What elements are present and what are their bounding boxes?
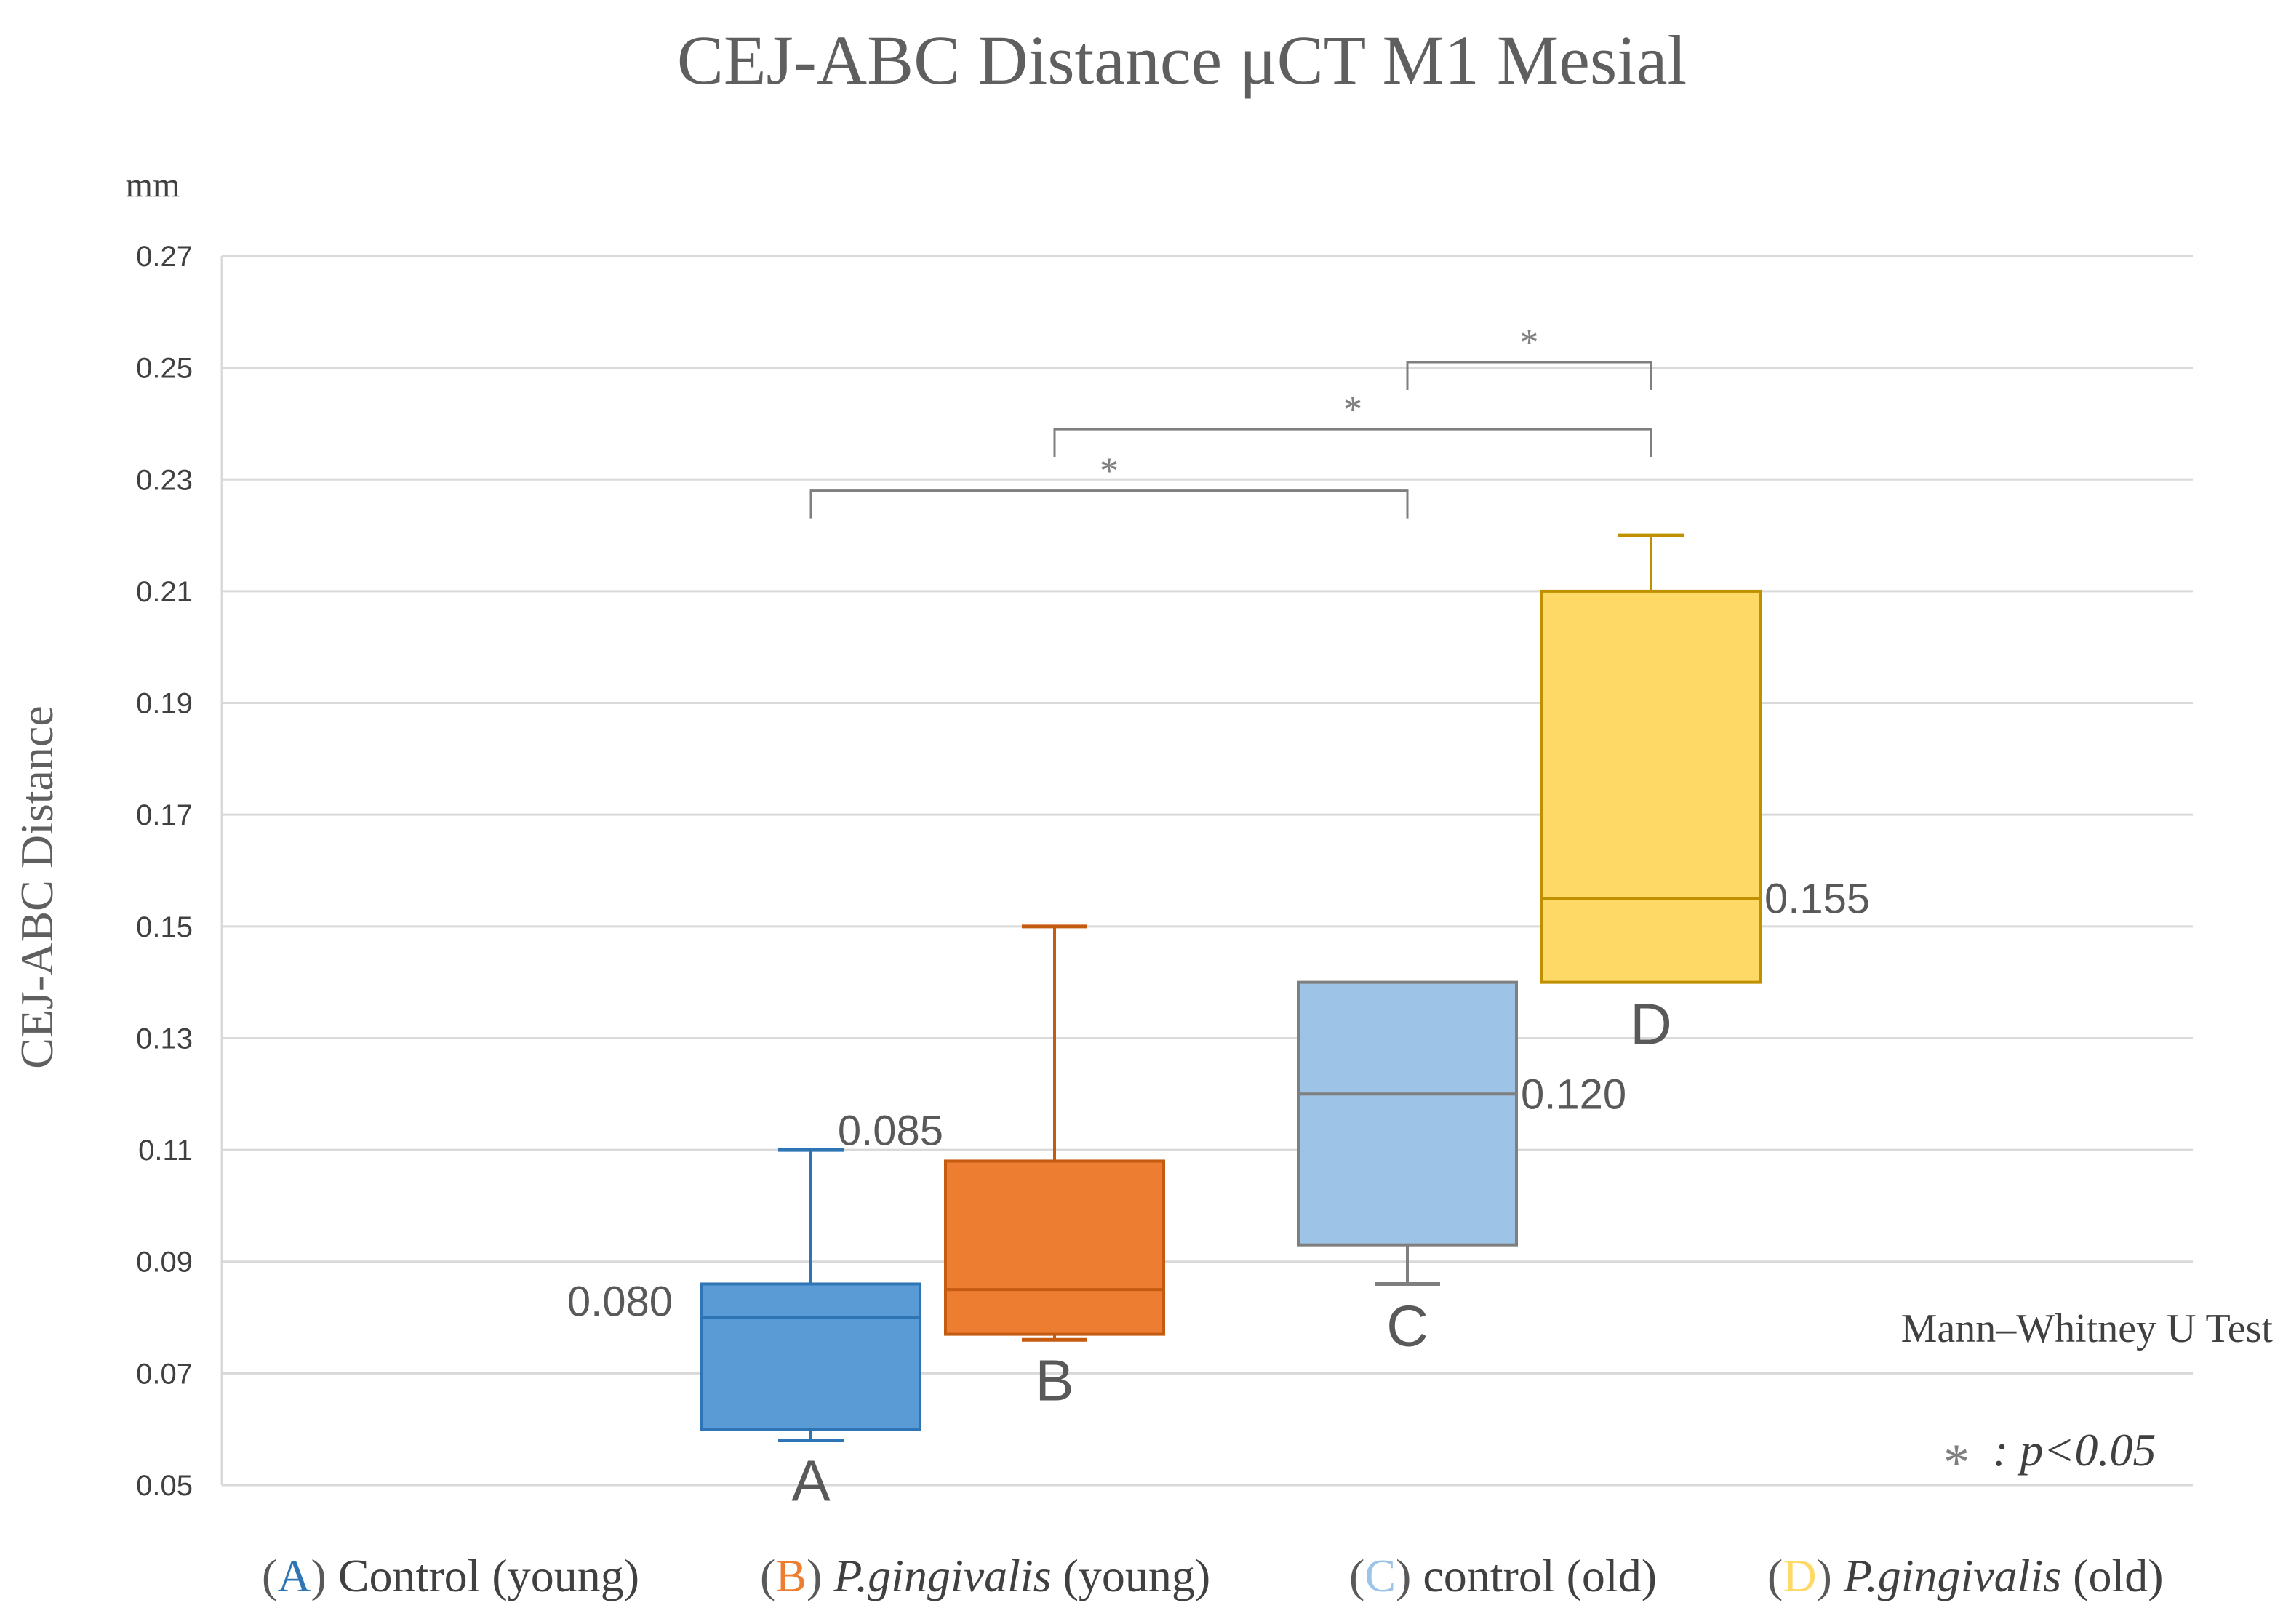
legend-item-b: (B) P.gingivalis (young) bbox=[760, 1550, 1210, 1601]
legend-letter: A bbox=[277, 1550, 311, 1601]
legend-paren-open: ( bbox=[262, 1550, 277, 1601]
box-group-b: 0.085 B bbox=[838, 924, 1165, 1412]
significance-brackets: * * * bbox=[809, 322, 1652, 519]
significance-bracket bbox=[1053, 428, 1652, 457]
gridlines bbox=[220, 255, 2193, 1487]
category-label-a: A bbox=[791, 1449, 831, 1513]
legend-item-a: (A) Control (young) bbox=[262, 1550, 639, 1601]
legend-item-d: (D) P.gingivalis (old) bbox=[1767, 1550, 2164, 1601]
p-value-note: * : p<0.05 bbox=[1943, 1424, 2156, 1492]
y-tick-label: 0.17 bbox=[136, 799, 193, 831]
chart-title: CEJ-ABC Distance μCT M1 Mesial bbox=[677, 21, 1687, 99]
y-tick-label: 0.13 bbox=[136, 1023, 193, 1055]
significance-bracket bbox=[1406, 361, 1652, 390]
y-tick-label: 0.11 bbox=[138, 1135, 193, 1167]
median-value-label: 0.155 bbox=[1764, 875, 1870, 922]
legend-text: Control (young) bbox=[327, 1550, 639, 1601]
legend-letter: C bbox=[1364, 1550, 1396, 1601]
y-tick-label: 0.21 bbox=[136, 576, 193, 608]
y-tick-label: 0.19 bbox=[136, 688, 193, 720]
iqr-box bbox=[1540, 589, 1762, 984]
box-group-c: 0.120 C bbox=[1297, 980, 1626, 1358]
p-note-star: * bbox=[1943, 1433, 1970, 1492]
legend-paren-close: ) bbox=[1396, 1550, 1411, 1601]
y-tick-label: 0.05 bbox=[136, 1470, 193, 1502]
significance-star: * bbox=[1520, 322, 1539, 364]
y-tick-label: 0.07 bbox=[136, 1358, 193, 1390]
legend-letter: B bbox=[775, 1550, 807, 1601]
legend-rest-text: (young) bbox=[1052, 1550, 1211, 1601]
category-label-b: B bbox=[1035, 1348, 1073, 1412]
test-name-label: Mann–Whitney U Test bbox=[1901, 1306, 2274, 1351]
category-label-c: C bbox=[1386, 1293, 1428, 1358]
y-axis-ticks: 0.27 0.25 0.23 0.21 0.19 0.17 0.15 0.13 0.11 0.09… bbox=[136, 241, 193, 1502]
boxes: 0.080 A 0.085 B 0.120 C 0.155 D bbox=[567, 533, 1870, 1513]
legend: (A) Control (young) (B) P.gingivalis (you… bbox=[262, 1550, 2164, 1601]
iqr-box bbox=[944, 1159, 1165, 1336]
significance-star: * bbox=[1100, 451, 1119, 492]
median-value-label: 0.120 bbox=[1521, 1071, 1626, 1118]
legend-text bbox=[1832, 1550, 1844, 1601]
legend-item-c: (C) control (old) bbox=[1349, 1550, 1657, 1601]
box-group-a: 0.080 A bbox=[567, 1148, 921, 1513]
y-tick-label: 0.09 bbox=[136, 1247, 193, 1279]
y-tick-label: 0.23 bbox=[136, 464, 193, 496]
median-value-label: 0.085 bbox=[838, 1107, 943, 1154]
legend-letter: D bbox=[1783, 1550, 1816, 1601]
legend-paren-open: ( bbox=[760, 1550, 775, 1601]
category-label-d: D bbox=[1630, 992, 1672, 1057]
significance-star: * bbox=[1343, 389, 1362, 431]
y-tick-label: 0.27 bbox=[136, 241, 193, 273]
legend-paren-open: ( bbox=[1767, 1550, 1783, 1601]
legend-italic-text: P.gingivalis bbox=[1843, 1550, 2061, 1601]
y-tick-label: 0.25 bbox=[136, 353, 193, 385]
y-axis-title: CEJ-ABC Distance bbox=[11, 705, 63, 1069]
median-value-label: 0.080 bbox=[567, 1279, 673, 1326]
legend-paren-close: ) bbox=[1817, 1550, 1832, 1601]
iqr-box bbox=[1297, 980, 1518, 1247]
legend-rest-text: (old) bbox=[2061, 1550, 2163, 1601]
legend-italic-text: P.gingivalis bbox=[833, 1550, 1051, 1601]
iqr-box bbox=[700, 1282, 921, 1431]
legend-paren-close: ) bbox=[311, 1550, 327, 1601]
y-tick-label: 0.15 bbox=[136, 911, 193, 943]
y-axis-unit: mm bbox=[126, 166, 180, 204]
legend-paren-open: ( bbox=[1349, 1550, 1364, 1601]
legend-text bbox=[822, 1550, 833, 1601]
legend-paren-close: ) bbox=[807, 1550, 822, 1601]
legend-text: control (old) bbox=[1411, 1550, 1657, 1601]
significance-bracket bbox=[809, 489, 1409, 519]
box-group-d: 0.155 D bbox=[1540, 533, 1870, 1057]
p-note-text: : p<0.05 bbox=[1993, 1424, 2156, 1476]
